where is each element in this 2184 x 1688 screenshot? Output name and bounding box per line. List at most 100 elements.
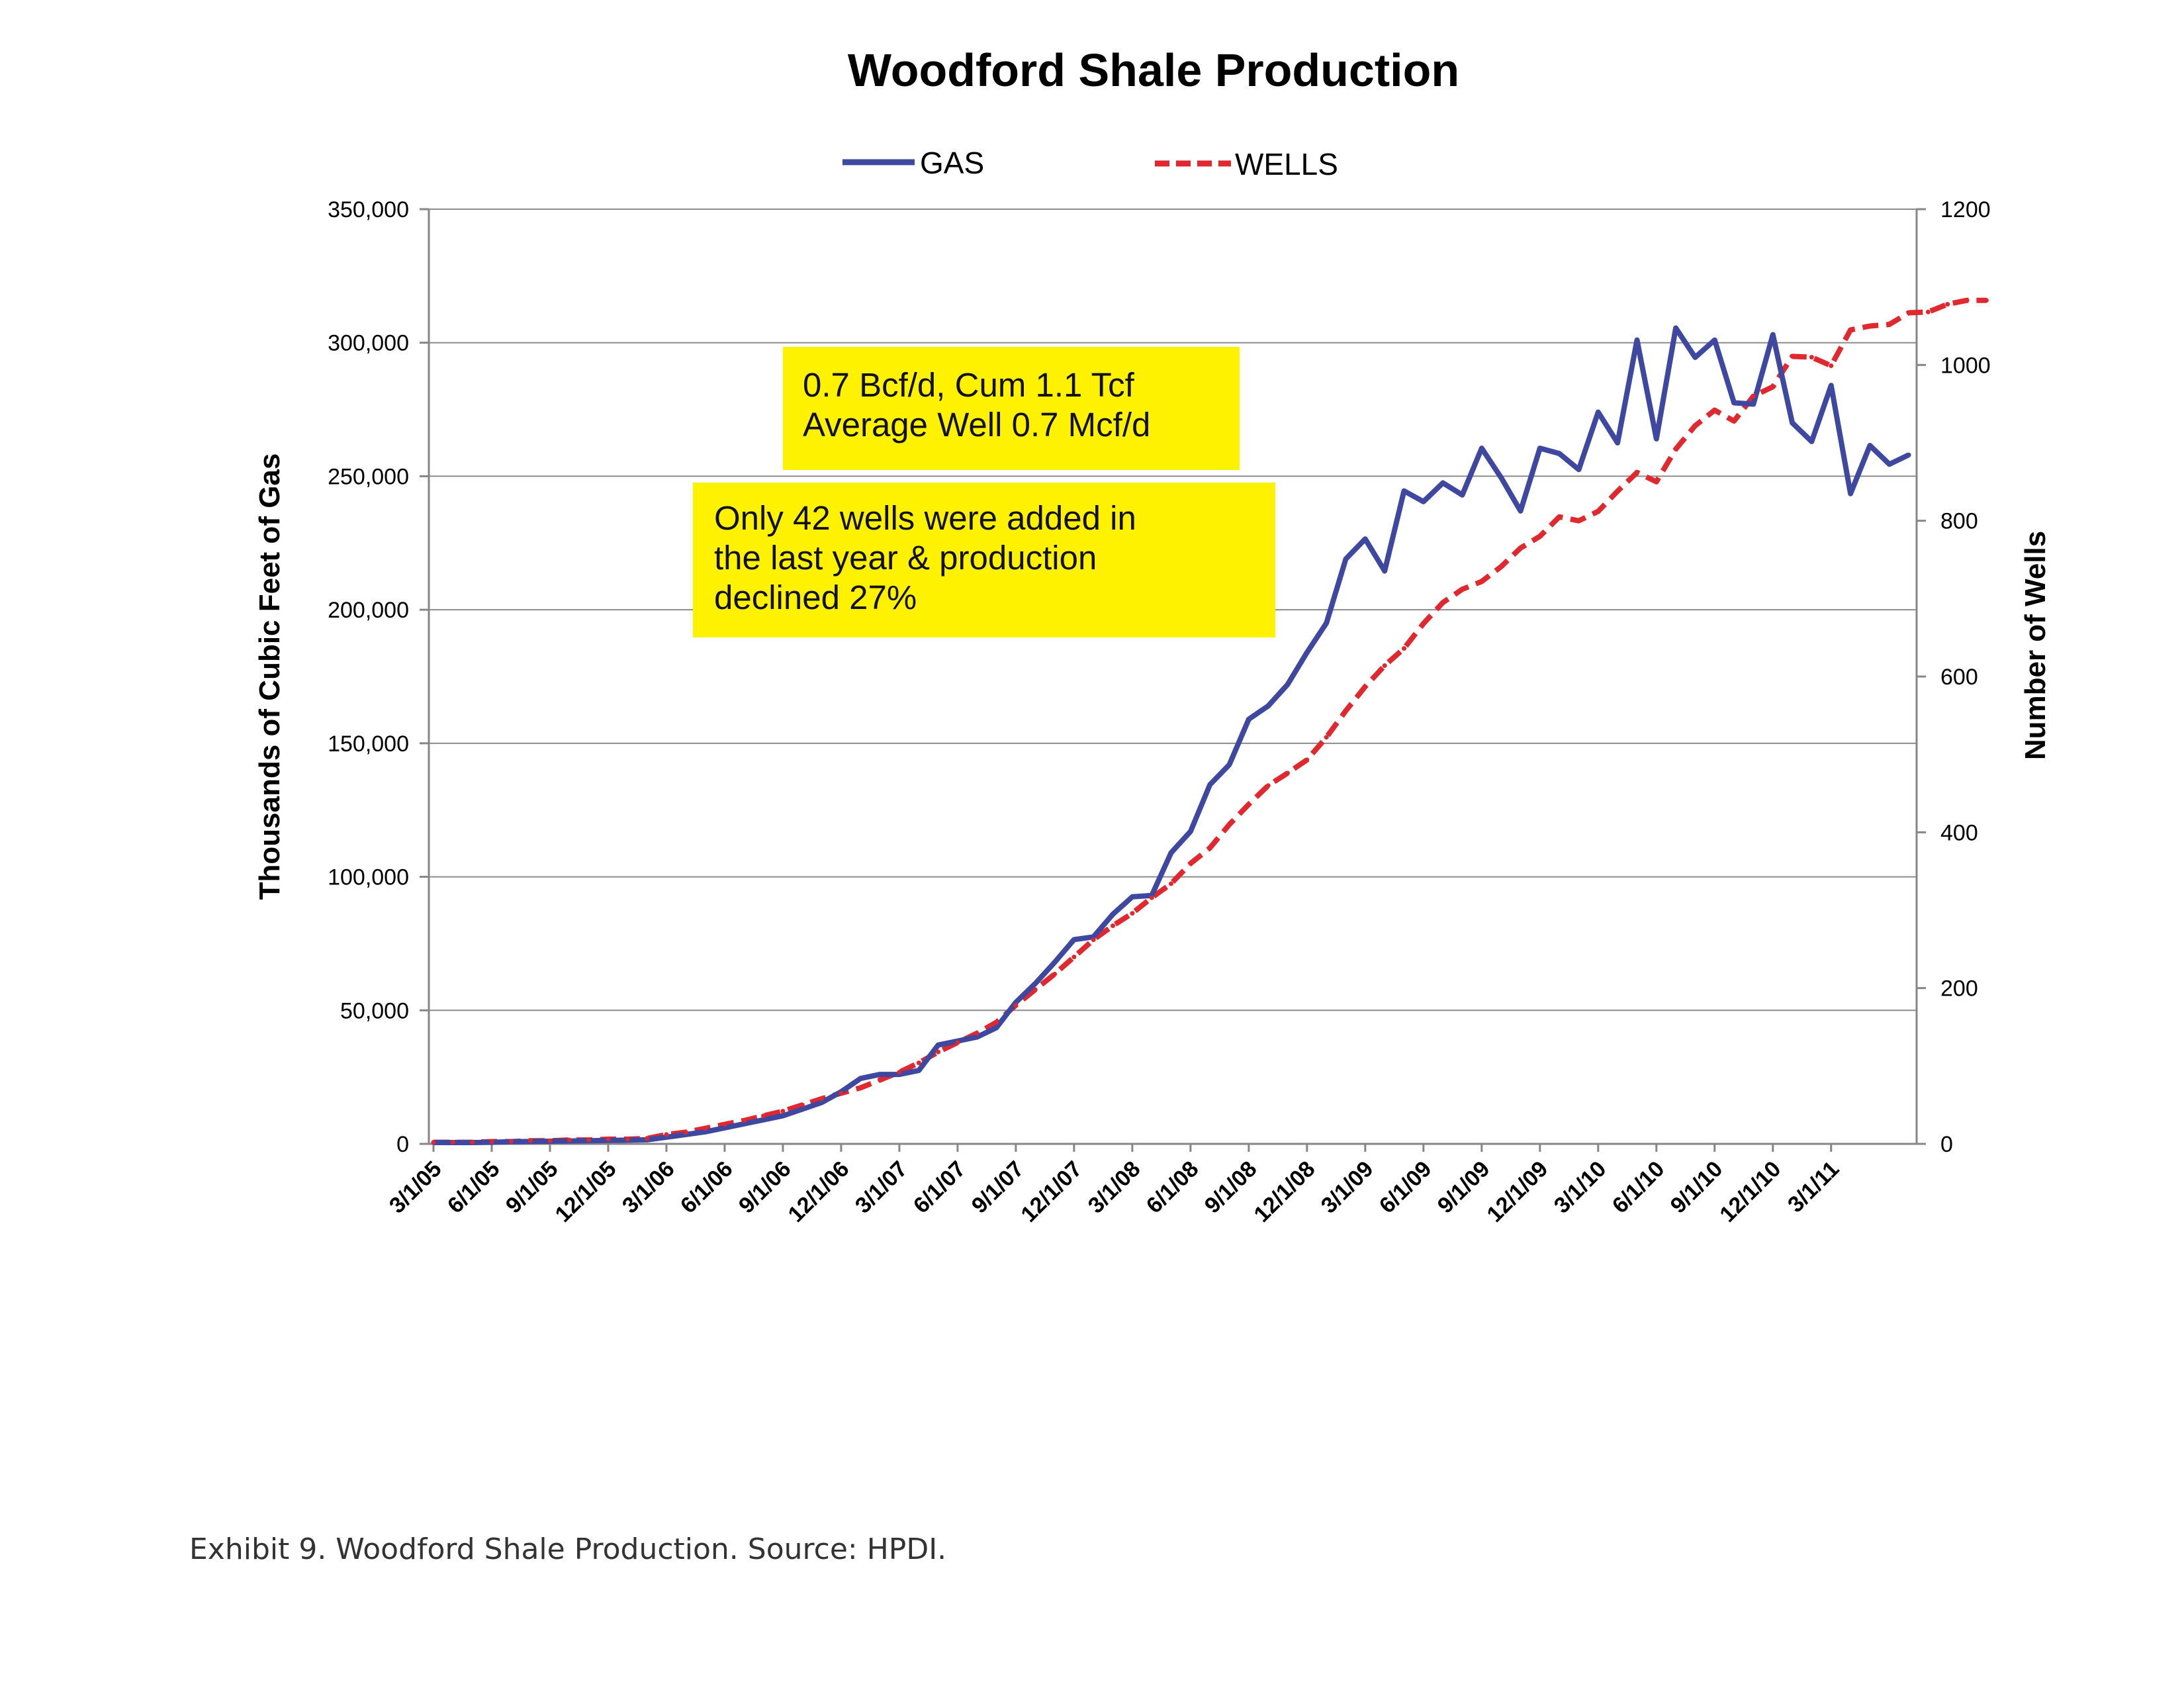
wells-data-point <box>1091 937 1096 943</box>
y-tick-label: 50,000 <box>340 998 409 1023</box>
wells-data-point <box>1324 735 1329 740</box>
gas-data-point <box>1304 650 1310 655</box>
wells-data-point <box>1169 881 1173 886</box>
legend-wells-label: WELLS <box>1235 147 1338 181</box>
gas-data-point <box>1265 703 1271 708</box>
wells-data-point <box>1692 423 1698 428</box>
gas-data-point <box>1867 443 1872 448</box>
wells-data-point <box>470 1140 475 1145</box>
wells-data-point <box>1052 972 1058 976</box>
gas-data-point <box>1402 489 1406 494</box>
x-axis-ticks: 3/1/056/1/059/1/0512/1/053/1/066/1/069/1… <box>385 1144 1844 1227</box>
gas-data-point <box>799 1107 805 1112</box>
gas-data-point <box>1227 762 1232 767</box>
gas-data-point <box>1188 829 1193 834</box>
gas-data-point <box>1498 475 1504 480</box>
right-axis-ticks: 0 200 400 600 800 1000 1200 <box>1917 197 1991 1157</box>
wells-data-point <box>586 1137 592 1143</box>
gas-data-point <box>1906 452 1911 457</box>
gas-data-point <box>1382 569 1387 574</box>
y-axis-title: Thousands of Cubic Feet of Gas <box>253 453 286 900</box>
wells-data-point <box>1809 355 1814 360</box>
y2-tick-label: 600 <box>1940 665 1978 690</box>
annotation-decline-line3: declined 27% <box>714 579 917 617</box>
wells-data-point <box>1731 418 1737 424</box>
gas-data-point <box>1751 402 1756 406</box>
wells-data-point <box>1790 353 1795 359</box>
left-axis-ticks: 0 50,000 100,000 150,000 200,000 250,000 300,0… <box>328 197 429 1157</box>
legend-gas-label: GAS <box>920 146 984 180</box>
wells-data-point <box>625 1137 630 1142</box>
wells-data-point <box>1596 509 1601 514</box>
wells-data-point <box>916 1060 921 1066</box>
wells-data-point <box>1013 1003 1019 1008</box>
x-tick-label: 12/1/05 <box>551 1156 621 1227</box>
gas-data-point <box>741 1121 747 1127</box>
gas-data-point <box>1130 894 1135 900</box>
wells-data-point <box>1615 489 1620 494</box>
x-tick-label: 12/1/10 <box>1715 1156 1786 1227</box>
wells-data-point <box>761 1113 766 1119</box>
gas-data-point <box>1343 557 1348 561</box>
annotation-box-decline: Only 42 wells were added in the last yea… <box>693 483 1275 637</box>
wells-data-point <box>1867 324 1872 328</box>
x-tick-label: 3/1/10 <box>1549 1156 1612 1219</box>
wells-data-point <box>1246 802 1251 807</box>
wells-data-point <box>878 1078 883 1082</box>
wells-data-point <box>489 1139 494 1144</box>
x-tick-label: 12/1/09 <box>1482 1156 1553 1227</box>
annotation-box-summary: 0.7 Bcf/d, Cum 1.1 Tcf Average Well 0.7 … <box>783 347 1240 470</box>
x-tick-label: 6/1/10 <box>1608 1156 1670 1219</box>
gas-data-point <box>994 1025 999 1030</box>
y-tick-label: 200,000 <box>328 598 409 623</box>
y2-tick-label: 400 <box>1940 820 1978 845</box>
gas-data-point <box>819 1100 825 1105</box>
y-tick-label: 350,000 <box>328 197 409 222</box>
wells-data-point <box>703 1126 708 1131</box>
gas-data-point <box>936 1043 941 1048</box>
wells-data-point <box>606 1137 611 1142</box>
data-points <box>431 298 1989 1145</box>
gas-data-point <box>722 1125 727 1131</box>
wells-data-point <box>1382 663 1387 668</box>
wells-data-point <box>974 1031 979 1036</box>
gas-data-point <box>1052 960 1058 965</box>
wells-data-point <box>508 1139 514 1144</box>
wells-data-point <box>1071 955 1077 960</box>
wells-data-point <box>955 1040 960 1045</box>
wells-data-point <box>1906 310 1911 315</box>
wells-data-point <box>839 1091 844 1096</box>
gas-data-point <box>1615 440 1620 445</box>
gas-data-point <box>858 1076 863 1081</box>
wells-data-point <box>1576 518 1581 524</box>
wells-data-point <box>1227 822 1232 827</box>
annotation-decline-line2: the last year & production <box>714 539 1097 577</box>
wells-data-point <box>1032 987 1038 992</box>
annotation-summary-line1: 0.7 Bcf/d, Cum 1.1 Tcf <box>803 366 1134 404</box>
gas-data-point <box>1848 491 1853 496</box>
gas-data-point <box>1654 436 1659 442</box>
gas-data-point <box>1596 410 1601 415</box>
gas-data-point <box>1479 445 1484 451</box>
wells-data-point <box>1285 771 1290 776</box>
gas-data-point <box>1324 620 1329 626</box>
y2-axis-title: Number of Wells <box>2019 531 2052 760</box>
gas-data-point <box>1790 420 1795 426</box>
y2-tick-label: 800 <box>1940 509 1978 534</box>
y-tick-label: 100,000 <box>328 865 409 890</box>
x-tick-label: 3/1/07 <box>850 1156 913 1219</box>
gas-data-point <box>974 1035 979 1040</box>
chart-title: Woodford Shale Production <box>848 44 1459 96</box>
gas-data-point <box>878 1072 883 1077</box>
gas-data-point <box>1887 461 1892 467</box>
wells-data-point <box>1983 298 1989 303</box>
y2-tick-label: 1200 <box>1940 197 1991 222</box>
y-tick-label: 250,000 <box>328 464 409 489</box>
gas-data-point <box>916 1068 921 1073</box>
gas-data-point <box>780 1113 786 1119</box>
x-tick-label: 3/1/08 <box>1083 1156 1146 1219</box>
wells-data-point <box>664 1132 669 1137</box>
gas-data-point <box>1712 338 1717 343</box>
x-tick-label: 12/1/07 <box>1016 1156 1087 1227</box>
wells-data-point <box>1751 393 1756 399</box>
